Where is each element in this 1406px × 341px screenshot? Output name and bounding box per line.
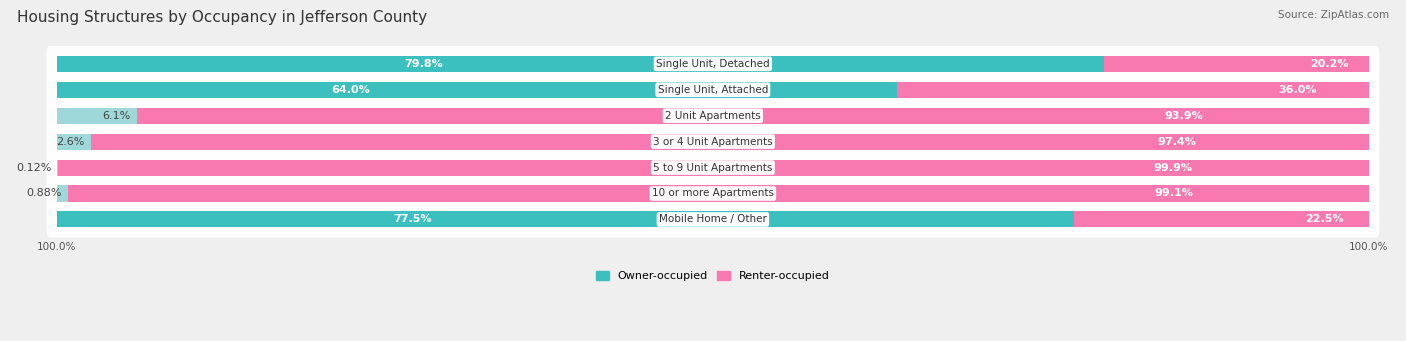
FancyBboxPatch shape [46,175,1379,212]
Text: 64.0%: 64.0% [332,85,370,95]
Bar [91,134,1369,150]
FancyBboxPatch shape [46,149,1379,186]
FancyBboxPatch shape [46,201,1379,238]
Text: 3 or 4 Unit Apartments: 3 or 4 Unit Apartments [652,137,773,147]
Text: 93.9%: 93.9% [1164,111,1204,121]
Text: 0.88%: 0.88% [27,189,62,198]
Bar [56,56,1104,72]
Bar [56,186,69,202]
FancyBboxPatch shape [46,46,1379,82]
Bar [136,108,1369,124]
Text: 2 Unit Apartments: 2 Unit Apartments [665,111,761,121]
Text: 99.9%: 99.9% [1153,163,1192,173]
Bar [69,186,1368,202]
Bar [59,160,1369,176]
Bar [56,134,91,150]
Text: 77.5%: 77.5% [394,214,432,224]
FancyBboxPatch shape [46,72,1379,108]
Text: 2.6%: 2.6% [56,137,84,147]
Bar [56,108,136,124]
Text: 0.12%: 0.12% [17,163,52,173]
FancyBboxPatch shape [46,98,1379,134]
Text: Single Unit, Detached: Single Unit, Detached [657,59,769,69]
Text: Source: ZipAtlas.com: Source: ZipAtlas.com [1278,10,1389,20]
Text: Mobile Home / Other: Mobile Home / Other [659,214,766,224]
Text: Single Unit, Attached: Single Unit, Attached [658,85,768,95]
Text: 79.8%: 79.8% [404,59,443,69]
Bar [56,82,897,98]
Text: 5 to 9 Unit Apartments: 5 to 9 Unit Apartments [654,163,772,173]
Bar [897,82,1369,98]
Text: 6.1%: 6.1% [103,111,131,121]
FancyBboxPatch shape [46,123,1379,160]
Text: 97.4%: 97.4% [1157,137,1197,147]
Bar [1074,211,1369,227]
Text: 99.1%: 99.1% [1154,189,1194,198]
Text: 20.2%: 20.2% [1310,59,1348,69]
Legend: Owner-occupied, Renter-occupied: Owner-occupied, Renter-occupied [591,267,835,286]
Text: 22.5%: 22.5% [1305,214,1344,224]
Bar [1104,56,1369,72]
Text: 36.0%: 36.0% [1279,85,1317,95]
Text: 10 or more Apartments: 10 or more Apartments [652,189,773,198]
Bar [56,160,59,176]
Bar [56,211,1074,227]
Text: Housing Structures by Occupancy in Jefferson County: Housing Structures by Occupancy in Jeffe… [17,10,427,25]
